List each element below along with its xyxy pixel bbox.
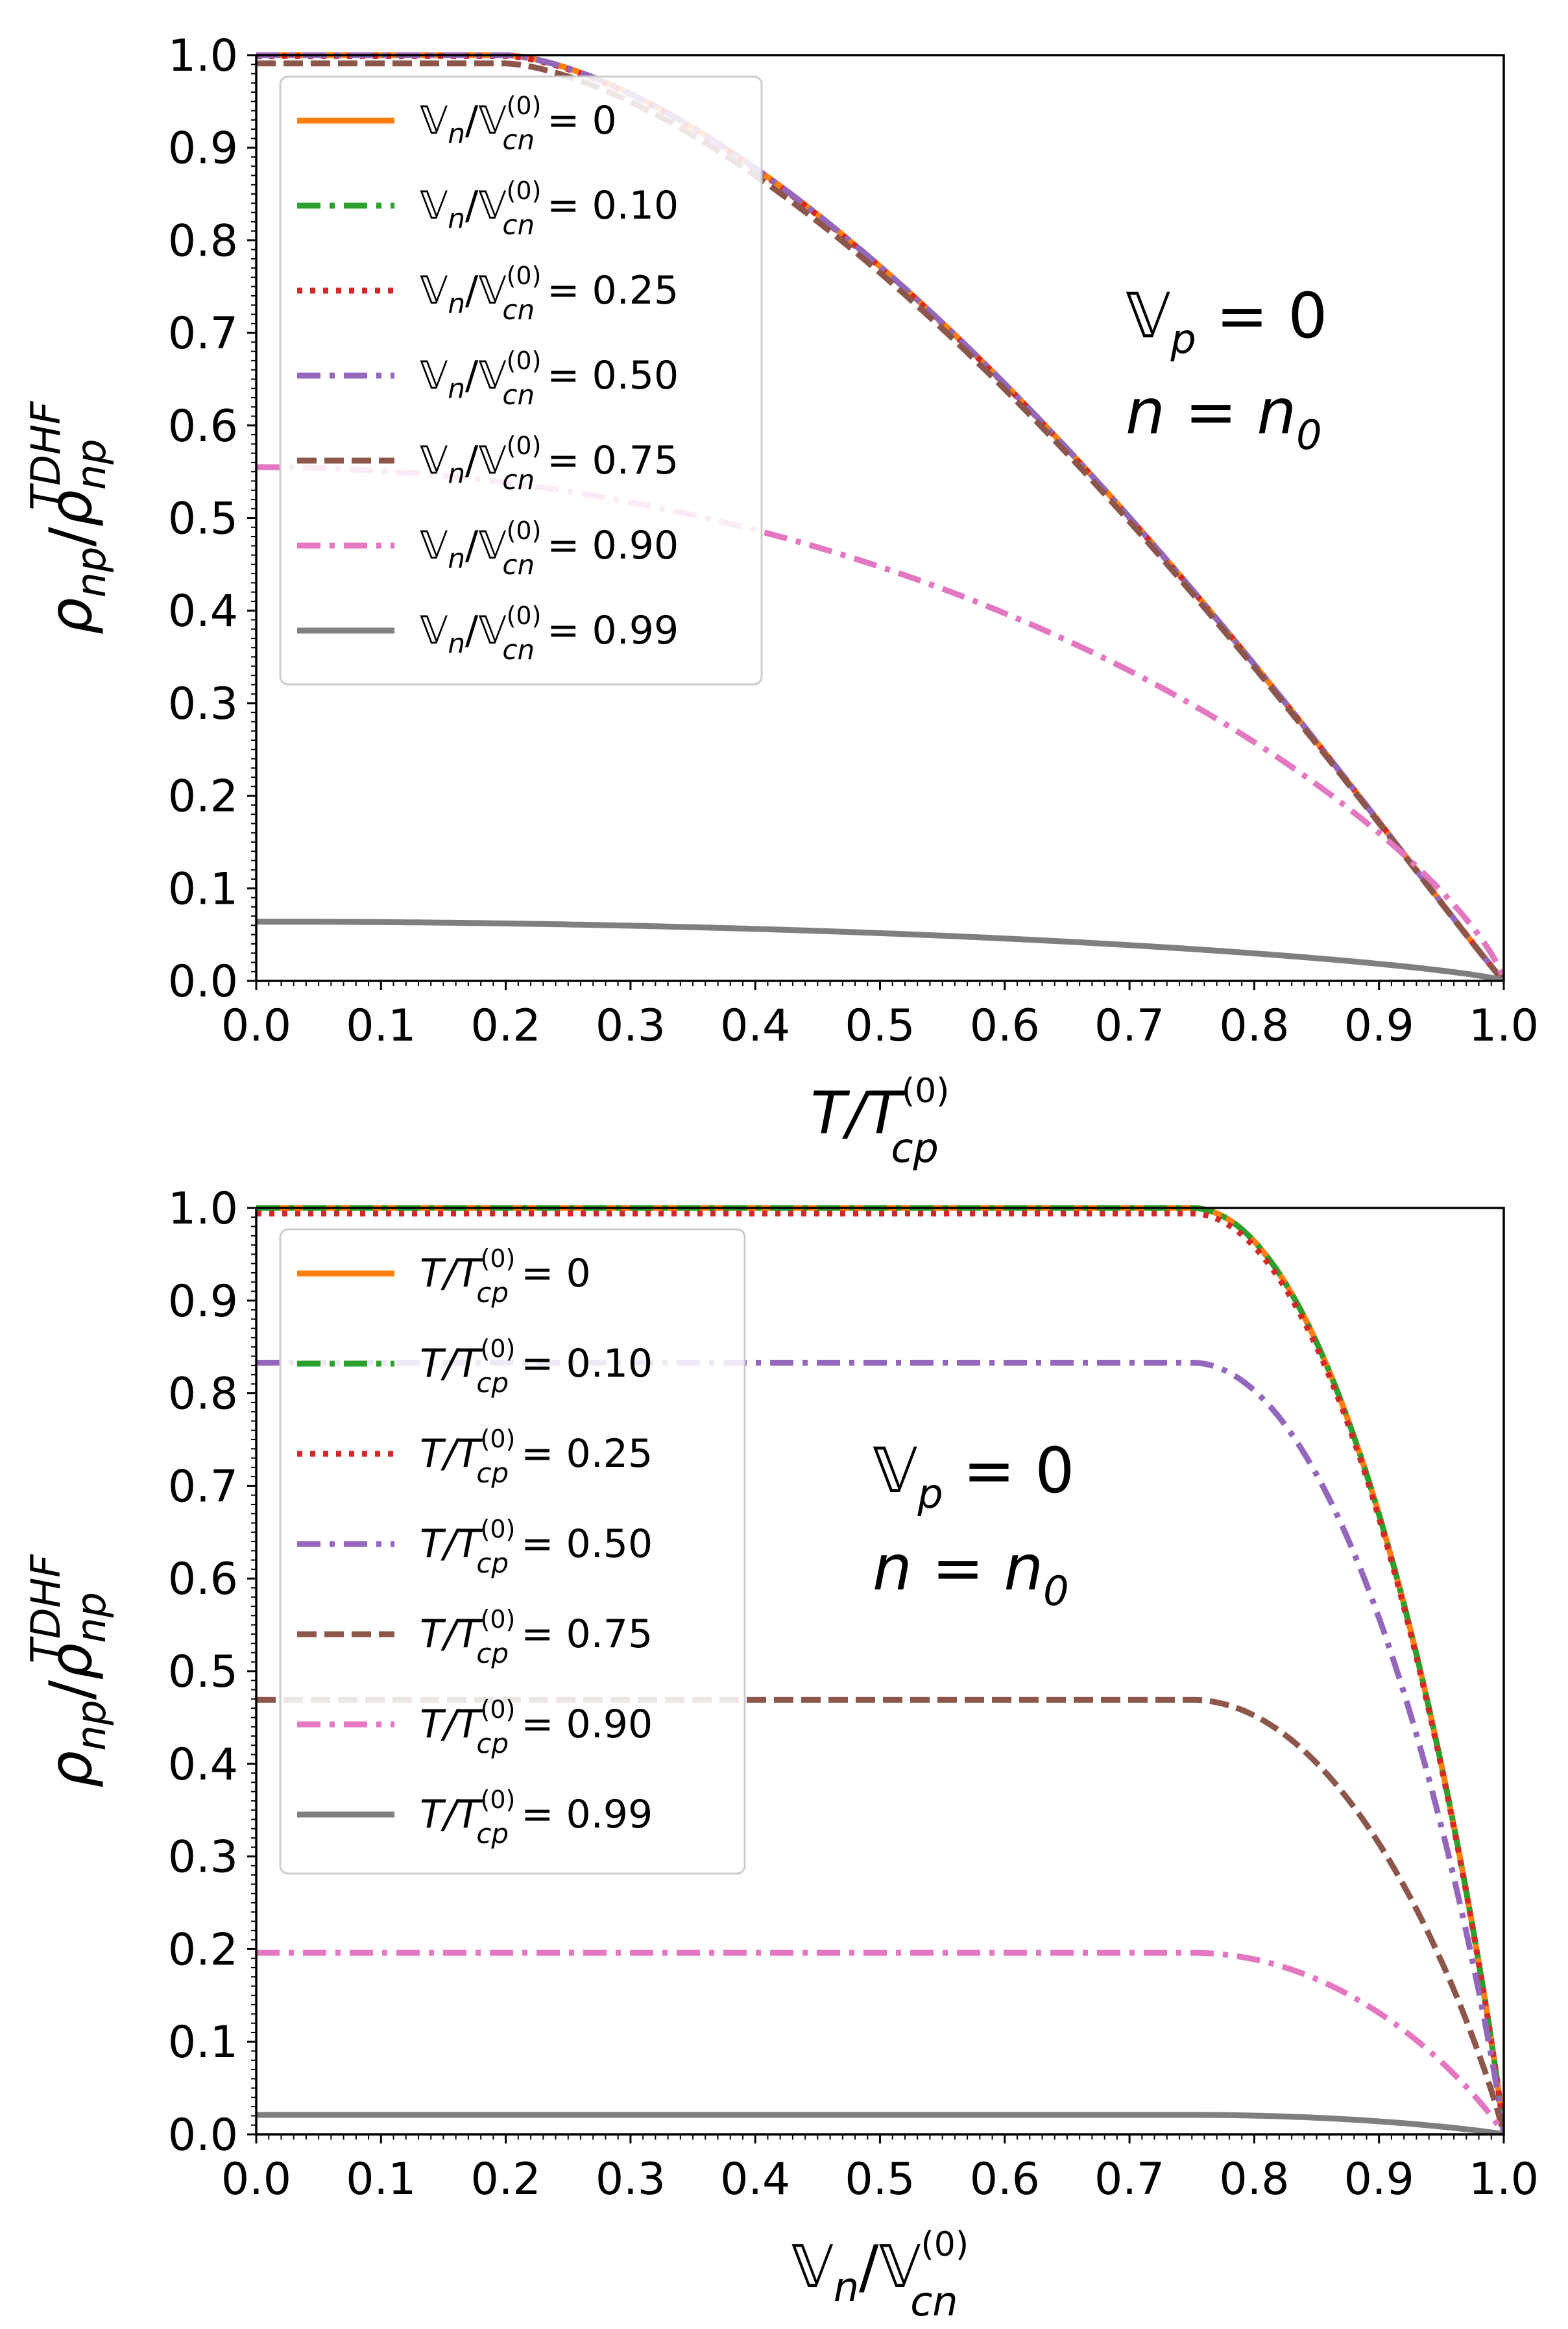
y-tick-label: 0.5	[168, 1647, 238, 1698]
legend-label: 𝕍n/𝕍(0) cn = 0.99	[420, 601, 679, 666]
x-tick-label: 0.3	[596, 2154, 666, 2205]
y-tick-label: 0.1	[168, 863, 238, 915]
y-tick-label: 0.5	[168, 494, 238, 545]
annotation-vp: 𝕍p = 0	[873, 1434, 1074, 1517]
series-line-0-99	[256, 2112, 1504, 2134]
x-axis-label: 𝕍n/𝕍(0) cn	[791, 2225, 969, 2325]
x-tick-label: 0.5	[845, 2154, 915, 2205]
legend: 𝕍n/𝕍(0) cn = 0 𝕍n/𝕍(0) cn = 0.10 𝕍n/𝕍(0) cn =…	[279, 75, 763, 686]
x-tick-label: 0.4	[720, 2154, 790, 2205]
series-line-0-99	[256, 919, 1504, 981]
x-axis-label: T/T(0) cp	[811, 1072, 950, 1172]
x-tick-label: 0.9	[1344, 2154, 1414, 2205]
x-tick-label: 0.0	[221, 2154, 291, 2205]
series-line-0-75	[256, 60, 1504, 981]
x-tick-label: 0.8	[1219, 2154, 1289, 2205]
legend-label: 𝕍n/𝕍(0) cn = 0.25	[420, 261, 679, 326]
chart-panel-bottom: 0.0 0.1 0.2 0.3 0.4 0.5 0.6 0.7 0.8 0.9 1.0 0.0 0.1 0…	[22, 1183, 1539, 2325]
x-tick-label: 0.6	[970, 1000, 1040, 1052]
x-tick-label: 0.3	[596, 1000, 666, 1052]
legend-label: T/T(0) cp = 0.10	[420, 1334, 653, 1399]
legend-label: 𝕍n/𝕍(0) cn = 0.50	[420, 346, 679, 411]
legend: T/T(0) cp = 0 T/T(0) cp = 0.10 T/T(0) cp = 0.…	[279, 1228, 746, 1875]
legend-box	[279, 1228, 746, 1875]
x-tick-label: 1.0	[1469, 1000, 1539, 1052]
chart-panel-top: 0.0 0.1 0.2 0.3 0.4 0.5 0.6 0.7 0.8 0.9 1.0 0.0 0.1 0…	[22, 30, 1539, 1172]
y-tick-label: 0.8	[168, 1369, 238, 1420]
x-tick-label: 0.2	[471, 1000, 541, 1052]
annotation-n: n = n0	[873, 1532, 1069, 1615]
y-tick-label: 0.6	[168, 401, 238, 452]
x-tick-label: 0.8	[1219, 1000, 1289, 1052]
y-tick-label: 1.0	[168, 30, 238, 82]
legend-label: 𝕍n/𝕍(0) cn = 0.75	[420, 431, 679, 496]
x-tick-label: 0.6	[970, 2154, 1040, 2205]
y-tick-label: 0.9	[168, 123, 238, 175]
y-tick-label: 0.7	[168, 1461, 238, 1512]
legend-label: T/T(0) cp = 0	[420, 1244, 591, 1309]
y-tick-label: 0.9	[168, 1276, 238, 1327]
x-tick-label: 0.1	[346, 2154, 416, 2205]
y-tick-label: 0.7	[168, 308, 238, 359]
y-tick-label: 0.0	[168, 956, 238, 1008]
y-tick-label: 0.1	[168, 2017, 238, 2068]
legend-label: T/T(0) cp = 0.25	[420, 1425, 653, 1489]
y-tick-label: 0.3	[168, 679, 238, 730]
legend-label: T/T(0) cp = 0.99	[420, 1785, 653, 1850]
x-tick-label: 0.7	[1094, 2154, 1164, 2205]
series-line-0-90	[256, 1949, 1504, 2134]
x-tick-label: 0.5	[845, 1000, 915, 1052]
series-line-0-25	[256, 1211, 1504, 2134]
x-tick-label: 0.9	[1344, 1000, 1414, 1052]
legend-label: 𝕍n/𝕍(0) cn = 0	[420, 91, 617, 156]
x-tick-label: 0.4	[720, 1000, 790, 1052]
x-tick-label: 0.0	[221, 1000, 291, 1052]
y-axis-label: ρnp/ρnpTDHF	[22, 1554, 115, 1788]
legend-label: T/T(0) cp = 0.75	[420, 1605, 653, 1669]
x-tick-label: 0.7	[1094, 1000, 1164, 1052]
y-tick-label: 0.2	[168, 771, 238, 823]
y-tick-label: 0.4	[168, 586, 238, 637]
annotation-n: n = n0	[1126, 376, 1322, 459]
x-tick-label: 1.0	[1469, 2154, 1539, 2205]
y-tick-label: 0.4	[168, 1739, 238, 1791]
y-tick-label: 0.0	[168, 2110, 238, 2161]
y-axis-label: ρnp/ρnpTDHF	[22, 400, 115, 634]
x-tick-label: 0.1	[346, 1000, 416, 1052]
y-tick-label: 1.0	[168, 1183, 238, 1235]
legend-label: T/T(0) cp = 0.90	[420, 1695, 653, 1759]
x-tick-label: 0.2	[471, 2154, 541, 2205]
legend-label: 𝕍n/𝕍(0) cn = 0.90	[420, 516, 679, 581]
legend-label: 𝕍n/𝕍(0) cn = 0.10	[420, 176, 679, 241]
y-tick-label: 0.8	[168, 215, 238, 267]
y-tick-label: 0.3	[168, 1832, 238, 1883]
y-tick-label: 0.2	[168, 1924, 238, 1975]
annotation-vp: 𝕍p = 0	[1126, 280, 1327, 363]
y-tick-label: 0.6	[168, 1554, 238, 1605]
legend-box	[279, 75, 763, 686]
legend-label: T/T(0) cp = 0.50	[420, 1515, 653, 1579]
